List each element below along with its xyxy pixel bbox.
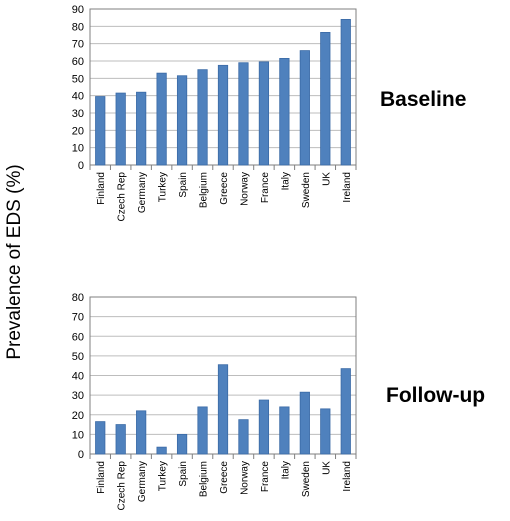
y-tick-label: 60 <box>72 331 84 343</box>
x-tick-label: Finland <box>96 461 107 494</box>
bar-france <box>258 61 270 166</box>
x-tick-label: Greece <box>219 172 230 205</box>
bar-turkey <box>156 446 167 455</box>
bar-norway <box>238 419 249 455</box>
y-axis-label: Prevalence of EDS (%) <box>4 164 25 359</box>
x-tick-label: Germany <box>137 172 148 213</box>
bar-finland <box>95 96 106 166</box>
y-tick-label: 0 <box>78 449 84 461</box>
x-tick-label: Turkey <box>158 172 169 202</box>
y-tick-label: 40 <box>72 91 84 103</box>
bar-ireland <box>340 368 351 455</box>
y-tick-label: 80 <box>72 21 84 33</box>
y-tick-label: 0 <box>78 160 84 172</box>
y-tick-label: 70 <box>72 39 84 51</box>
y-tick-label: 20 <box>72 125 84 137</box>
bar-czech-rep <box>115 424 126 455</box>
bar-czech-rep <box>115 92 126 166</box>
y-tick-label: 70 <box>72 312 84 324</box>
x-tick-label: Belgium <box>199 172 210 208</box>
bar-greece <box>217 64 229 166</box>
x-tick-label: Norway <box>239 172 250 206</box>
bar-belgium <box>197 69 208 166</box>
bar-germany <box>136 410 147 455</box>
x-tick-label: Greece <box>219 461 230 494</box>
x-tick-label: Sweden <box>301 172 312 208</box>
bar-belgium <box>197 406 208 455</box>
bar-spain <box>176 75 188 166</box>
y-tick-label: 40 <box>72 371 84 383</box>
x-tick-label: Ireland <box>342 461 353 492</box>
x-tick-label: Czech Rep <box>117 461 128 511</box>
x-tick-label: Sweden <box>301 461 312 497</box>
x-tick-label: Italy <box>280 461 291 479</box>
follow-up-chart: 0 10 20 30 40 50 60 70 80 Finland Czech Rep Germany… <box>72 292 357 511</box>
bar-turkey <box>156 72 167 166</box>
x-tick-label: Ireland <box>342 172 353 203</box>
x-tick-label: Germany <box>137 461 148 502</box>
follow-up-panel-label: Follow-up <box>386 384 485 407</box>
bar-uk <box>320 32 331 166</box>
bar-spain <box>176 433 188 455</box>
x-tick-label: France <box>260 461 271 493</box>
bar-sweden <box>299 391 310 455</box>
bar-italy <box>279 406 290 455</box>
y-tick-label: 80 <box>72 292 84 304</box>
y-tick-label: 10 <box>72 143 84 155</box>
bar-greece <box>217 364 229 455</box>
y-tick-label: 50 <box>72 73 84 85</box>
x-tick-label: UK <box>321 461 332 475</box>
x-tick-label: Belgium <box>199 461 210 497</box>
y-tick-label: 10 <box>72 429 84 441</box>
bar-norway <box>238 62 249 166</box>
x-tick-label: Italy <box>280 172 291 190</box>
bar-germany <box>136 91 147 166</box>
bar-sweden <box>299 50 310 166</box>
bar-uk <box>320 408 331 455</box>
y-tick-label: 50 <box>72 351 84 363</box>
x-tick-label: Spain <box>178 461 189 487</box>
bar-finland <box>95 421 106 455</box>
y-tick-label: 20 <box>72 410 84 422</box>
bar-italy <box>279 58 290 166</box>
y-tick-label: 30 <box>72 390 84 402</box>
y-tick-label: 30 <box>72 108 84 120</box>
y-tick-label: 90 <box>72 4 84 16</box>
baseline-panel-label: Baseline <box>380 88 466 111</box>
x-tick-label: Norway <box>239 461 250 495</box>
x-tick-label: Finland <box>96 172 107 205</box>
x-tick-label: France <box>260 172 271 204</box>
y-tick-label: 60 <box>72 56 84 68</box>
x-tick-label: Turkey <box>158 461 169 491</box>
baseline-chart: 0 10 20 30 40 50 60 70 80 90 Finland Czech Rep Germa… <box>72 4 357 222</box>
bar-ireland <box>340 18 351 166</box>
x-tick-label: Spain <box>178 172 189 198</box>
x-tick-label: Czech Rep <box>117 172 128 222</box>
bar-france <box>258 399 270 455</box>
x-tick-label: UK <box>321 172 332 186</box>
